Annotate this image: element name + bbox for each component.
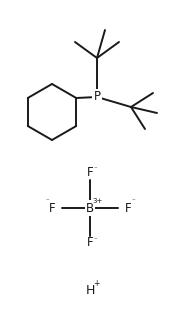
Text: P: P [94, 91, 100, 103]
Text: ⁻: ⁻ [93, 237, 97, 243]
Text: F: F [49, 202, 55, 215]
Text: F: F [87, 167, 93, 179]
Text: 3+: 3+ [93, 198, 103, 204]
Text: ⁻: ⁻ [93, 166, 97, 172]
Text: F: F [87, 237, 93, 250]
Text: +: + [93, 280, 99, 288]
Text: H: H [85, 284, 95, 296]
Text: ⁻: ⁻ [45, 198, 49, 204]
Text: ⁻: ⁻ [131, 198, 135, 204]
Text: F: F [125, 202, 131, 215]
Text: B: B [86, 202, 94, 215]
